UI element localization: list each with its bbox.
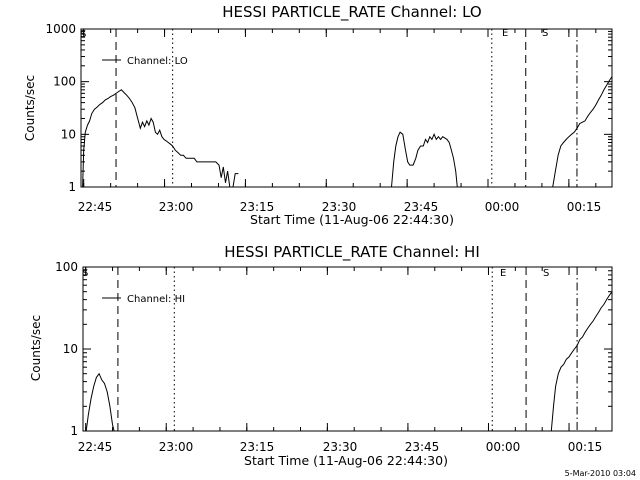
panel-0-ytick-label: 100 <box>53 75 76 89</box>
panel-0-xtick-label: 22:45 <box>78 200 113 214</box>
panel-hi-legend-label: Channel: HI <box>127 294 185 305</box>
panel-hi-title: HESSI PARTICLE_RATE Channel: HI <box>224 243 480 262</box>
panel-0-xtick-label: 00:00 <box>485 200 520 214</box>
panel-0-xtick-label: 00:15 <box>567 200 602 214</box>
panel-lo-x-axis-label: Start Time (11-Aug-06 22:44:30) <box>250 212 454 227</box>
panel-0-series-line <box>82 89 231 188</box>
panel-0-series-line <box>391 131 458 188</box>
panel-hi-x-axis-label: Start Time (11-Aug-06 22:44:30) <box>244 453 448 468</box>
panel-0-ytick-label: 1 <box>68 180 76 194</box>
panel-hi-y-axis-label: Counts/sec <box>29 315 43 381</box>
panel-0-series-line <box>552 76 613 188</box>
panel-0-series-line <box>232 173 239 188</box>
panel-hi-plot-area: 1 10 100 22:45 23:00 23:15 23:30 23:45 00:00 00:1… <box>55 260 613 454</box>
panel-1-xtick-label: 23:45 <box>405 440 440 454</box>
panel-1-xtick-label: 23:30 <box>323 440 358 454</box>
panel-1-xtick-label: 22:45 <box>78 440 113 454</box>
panel-1-series-line <box>550 291 613 432</box>
panel-hi-marker-s-left: S <box>82 268 88 279</box>
panel-lo-legend-label: Channel: LO <box>127 56 188 67</box>
panel-lo-plot-area: 1 10 100 1000 22:45 23:00 23:15 23:30 23:45 00:00… <box>45 22 613 214</box>
panel-1-series-line <box>85 372 115 432</box>
panel-1-xtick-label: 00:15 <box>568 440 603 454</box>
panel-lo-y-axis-label: Counts/sec <box>23 75 37 141</box>
panel-lo-marker-e: E <box>502 28 508 39</box>
panel-1-ytick-label: 10 <box>63 342 78 356</box>
panel-1-frame <box>82 266 613 432</box>
panel-1-ytick-label: 100 <box>55 260 78 274</box>
panel-1-ytick-label: 1 <box>70 424 78 438</box>
panel-0-ytick-label: 10 <box>61 127 76 141</box>
footer-timestamp: 5-Mar-2010 03:04 <box>565 469 636 478</box>
panel-0-xtick-label: 23:00 <box>159 200 194 214</box>
panel-0-frame <box>80 28 613 188</box>
panel-0-xtick-label: 23:30 <box>322 200 357 214</box>
panel-hi-marker-s-right: S <box>543 268 549 279</box>
panel-hi: HESSI PARTICLE_RATE Channel: HI 1 10 100 22… <box>29 243 613 468</box>
panel-hi-marker-e: E <box>500 268 506 279</box>
panel-1-xtick-label: 23:00 <box>159 440 194 454</box>
panel-0-ytick-label: 1000 <box>45 22 76 36</box>
panel-lo-title: HESSI PARTICLE_RATE Channel: LO <box>222 3 481 22</box>
panel-lo-marker-s-right: S <box>542 28 548 39</box>
panel-lo-marker-s-left: S <box>80 29 86 40</box>
panel-1-xtick-label: 23:15 <box>240 440 275 454</box>
panel-lo: HESSI PARTICLE_RATE Channel: LO 1 10 100 10… <box>23 3 613 227</box>
panel-0-xtick-label: 23:45 <box>404 200 439 214</box>
panel-1-xtick-label: 00:00 <box>486 440 521 454</box>
panel-0-xtick-label: 23:15 <box>240 200 275 214</box>
